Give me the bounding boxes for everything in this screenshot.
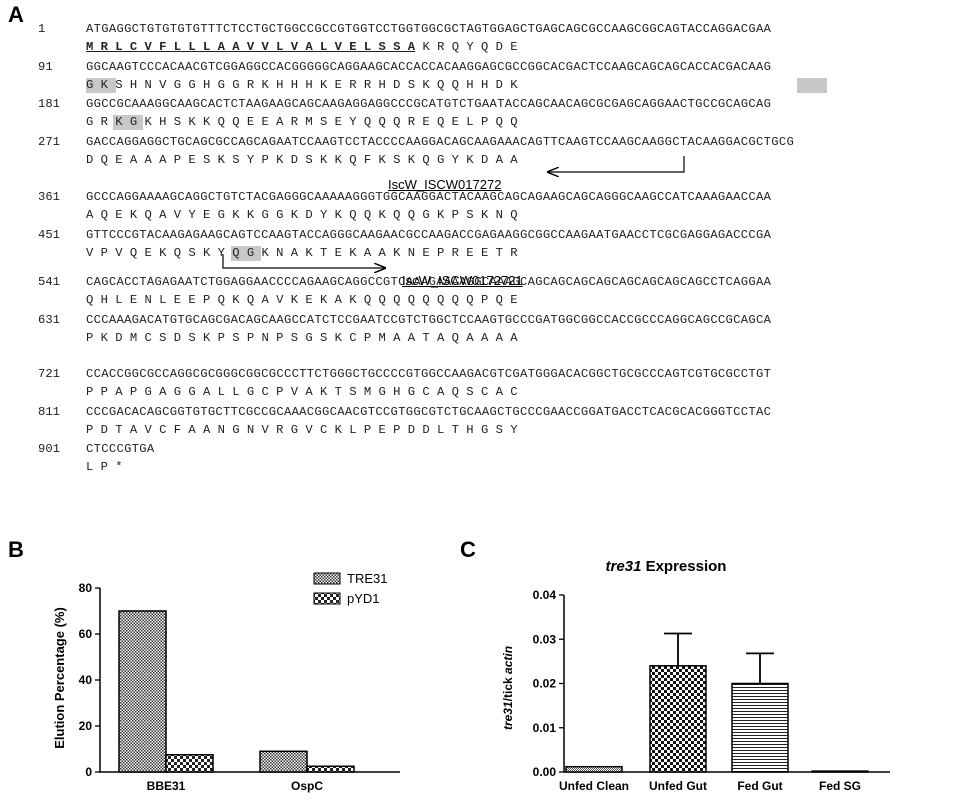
nucleotide-line: ATGAGGCTGTGTGTGTTTCTCCTGCTGGCCGCCGTGGTCC… bbox=[86, 22, 772, 36]
seq-line-number: 451 bbox=[38, 227, 60, 242]
b-bar-pyd1-ospc bbox=[306, 765, 355, 773]
seq-line-number: 181 bbox=[38, 97, 60, 111]
c-x-tick-label: Unfed Gut bbox=[649, 779, 707, 793]
b-y-tick-label: 60 bbox=[79, 627, 93, 641]
amino-acid-residues: D Q E A A A P E S K S Y P K D S K K Q F … bbox=[86, 152, 518, 167]
highlighted-residue bbox=[231, 245, 261, 261]
seq-line-number: 631 bbox=[38, 312, 60, 327]
legend-swatch-pyd1 bbox=[313, 592, 341, 605]
b-bar-pyd1-bbe31 bbox=[165, 754, 214, 773]
c-y-tick-label: 0.03 bbox=[533, 632, 557, 646]
seq-line-number: 1 bbox=[38, 22, 46, 36]
seq-line-number: 811 bbox=[38, 404, 60, 419]
seq-line-number: 91 bbox=[38, 59, 53, 74]
amino-acid-residues: A Q E K Q A V Y E G K K G G K D Y K Q Q … bbox=[86, 208, 518, 222]
c-y-tick-label: 0.00 bbox=[533, 765, 557, 779]
c-axes bbox=[563, 595, 890, 773]
c-chart-title: tre31 Expression bbox=[606, 558, 727, 575]
b-y-tick-label: 0 bbox=[85, 765, 92, 779]
b-bar-tre31-ospc bbox=[259, 750, 308, 773]
panel-label-c: C bbox=[460, 537, 476, 562]
highlighted-residue bbox=[86, 77, 116, 93]
nucleotide-line: CCACCGGCGCCAGGCGCGGGCGGCGCCCTTCTGGGCTGCC… bbox=[86, 367, 772, 381]
amino-acid-residues: V P V Q E K Q S K Y Q G K N A K T E K A … bbox=[86, 245, 518, 260]
c-bar-fed-sg bbox=[811, 770, 869, 773]
amino-acid-line: P D T A V C F A A N G N V R G V C K L P … bbox=[86, 423, 518, 437]
amino-acid-residues: P K D M C S D S K P S P N P S G S K C P … bbox=[86, 330, 518, 345]
sequence-panel: 1 ATGAGGCTGTGTGTGTTTCTCCTGCTGGCCGCCGTGGTC… bbox=[38, 22, 827, 474]
seq-line-number: 721 bbox=[38, 367, 60, 381]
nucleotide-line: GGCAAGTCCCACAACGTCGGAGGCCACGGGGGCAGGAAGC… bbox=[86, 59, 772, 74]
forward-primer-arrow bbox=[222, 254, 385, 268]
c-x-tick-label: Fed Gut bbox=[737, 779, 782, 793]
nucleotide-line: GCCCAGGAAAAGCAGGCTGTCTACGAGGGCAAAAAGGGTG… bbox=[86, 190, 772, 204]
nucleotide-line: CCCAAAGACATGTGCAGCGACAGCAAGCCATCTCCGAATC… bbox=[86, 312, 772, 327]
legend-label-pyd1: pYD1 bbox=[347, 591, 380, 606]
highlighted-residue bbox=[113, 115, 143, 130]
panel-label-b: B bbox=[8, 537, 24, 562]
amino-acid-line: L P * bbox=[86, 460, 123, 474]
b-bar-tre31-bbe31 bbox=[118, 610, 167, 773]
c-x-tick-label: Fed SG bbox=[819, 779, 861, 793]
chart-b: 0 20 40 60 80 BBE31 OspC Elution Percentage (… bbox=[52, 571, 400, 793]
primer-arrows bbox=[222, 156, 685, 520]
c-y-tick-label: 0.02 bbox=[533, 677, 557, 691]
amino-acid-residues: P P A P G A G G A L L G C P V A K T S M … bbox=[86, 385, 518, 399]
panel-label-a: A bbox=[8, 2, 24, 27]
chart-c: tre31 Expression 0.00 0.01 0.02 0.03 0.04 Un… bbox=[501, 558, 890, 793]
amino-acid-residues: K R Q Y Q D E bbox=[415, 40, 518, 54]
c-y-tick-label: 0.01 bbox=[533, 721, 557, 735]
c-y-axis-label: tre31/tick actin bbox=[501, 646, 515, 730]
c-bar-unfed-gut bbox=[649, 665, 707, 773]
legend-swatch-tre31 bbox=[313, 572, 341, 585]
nucleotide-line: CTCCCGTGA bbox=[86, 442, 155, 456]
seq-line-number: 361 bbox=[38, 190, 60, 204]
reverse-primer-arrow bbox=[548, 156, 685, 172]
amino-acid-residues: Q H L E N L E E P Q K Q A V K E K A K Q … bbox=[86, 293, 518, 307]
forward-primer-label: IscW_ISCW0172721 bbox=[402, 273, 523, 288]
amino-acid-residues: L P * bbox=[86, 460, 123, 474]
c-y-tick-label: 0.04 bbox=[533, 588, 557, 602]
b-y-axis-label: Elution Percentage (%) bbox=[52, 607, 67, 749]
amino-acid-line: D Q E A A A P E S K S Y P K D S K K Q F … bbox=[86, 153, 518, 167]
seq-line-number: 271 bbox=[38, 134, 60, 149]
amino-acid-line: P K D M C S D S K P S P N P S G S K C P … bbox=[86, 331, 518, 345]
b-y-tick-label: 20 bbox=[79, 719, 93, 733]
b-y-tick-label: 40 bbox=[79, 673, 93, 687]
c-bar-unfed-clean bbox=[565, 765, 623, 773]
nucleotide-line: GGCCGCAAAGGCAAGCACTCTAAGAAGCAGCAAGAGGAGG… bbox=[86, 97, 772, 111]
amino-acid-residues: G R K G K H S K K Q Q E E A R M S E Y Q … bbox=[86, 115, 518, 129]
amino-acid-residues: G K S H N V G G H G G R K H H H K E R R … bbox=[86, 77, 518, 92]
highlighted-residue bbox=[797, 77, 827, 93]
amino-acid-residues: P D T A V C F A A N G N V R G V C K L P … bbox=[86, 422, 518, 437]
c-error-bar bbox=[746, 652, 774, 684]
amino-acid-line: V P V Q E K Q S K Y Q G K N A K T E K A … bbox=[86, 246, 518, 260]
c-bar-fed-gut bbox=[731, 682, 789, 773]
nucleotide-line: CCCGACACAGCGGTGTGCTTCGCCGCAAACGGCAACGTCC… bbox=[86, 404, 772, 419]
signal-peptide: M R L C V F L L L A A V V L V A L V E L … bbox=[86, 40, 416, 54]
nucleotide-line: GACCAGGAGGCTGCAGCGCCAGCAGAATCCAAGTCCTACC… bbox=[86, 134, 795, 149]
nucleotide-line: CAGCACCTAGAGAATCTGGAGGAACCCCAGAAGCAGGCCG… bbox=[86, 275, 772, 289]
c-x-tick-label: Unfed Clean bbox=[559, 779, 629, 793]
c-error-bar bbox=[664, 632, 692, 666]
b-x-tick-label: BBE31 bbox=[147, 779, 186, 793]
amino-acid-line: M R L C V F L L L A A V V L V A L V E L … bbox=[86, 40, 518, 54]
amino-acid-line: G R K G K H S K K Q Q E E A R M S E Y Q … bbox=[86, 115, 518, 129]
seq-line-number: 901 bbox=[38, 442, 60, 456]
seq-line-number: 541 bbox=[38, 275, 60, 289]
amino-acid-line: Q H L E N L E E P Q K Q A V K E K A K Q … bbox=[86, 293, 518, 307]
b-y-tick-label: 80 bbox=[79, 581, 93, 595]
amino-acid-line: G K S H N V G G H G G R K H H H K E R R … bbox=[86, 78, 518, 92]
legend-label-tre31: TRE31 bbox=[347, 571, 387, 586]
nucleotide-line: GTTCCCGTACAAGAGAAGCAGTCCAAGTACCAGGGCAAGA… bbox=[86, 227, 772, 242]
b-legend: TRE31 pYD1 bbox=[313, 571, 387, 606]
amino-acid-line: P P A P G A G G A L L G C P V A K T S M … bbox=[86, 385, 518, 399]
amino-acid-line: A Q E K Q A V Y E G K K G G K D Y K Q Q … bbox=[86, 208, 518, 222]
b-x-tick-label: OspC bbox=[291, 779, 323, 793]
reverse-primer-label: IscW_ISCW017272 bbox=[388, 177, 502, 192]
